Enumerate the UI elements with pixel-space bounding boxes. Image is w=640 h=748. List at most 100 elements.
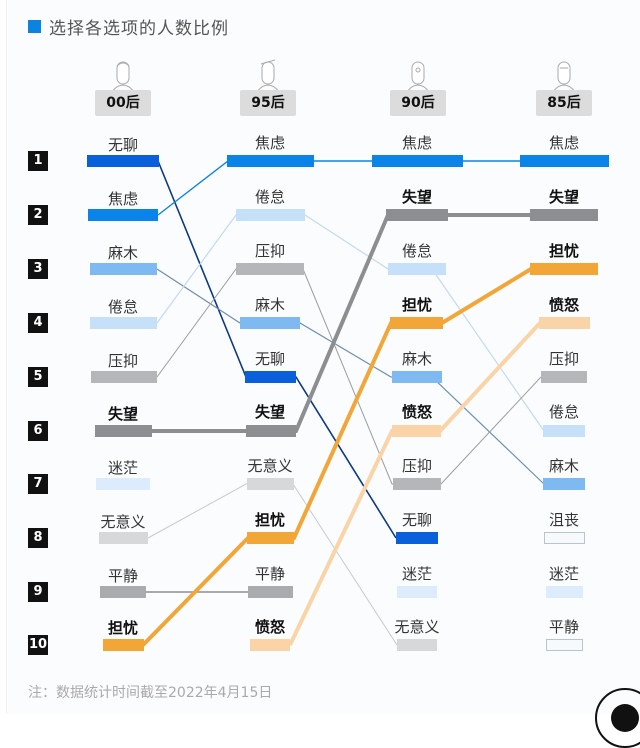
emotion-label: 麻木 [254,296,286,314]
rank-bar [88,209,158,221]
rank-marker: 4 [28,313,48,333]
generation-label: 95后 [240,90,296,116]
generation-header-85: 85后 [536,56,592,116]
rank-bar [541,371,587,383]
emotion-label: 担忧 [107,619,139,637]
rank-bar [95,425,152,437]
rank-bar [530,209,598,221]
generation-label: 90后 [390,90,446,116]
generation-label: 85后 [536,90,592,116]
rank-marker: 9 [28,582,48,602]
emotion-label: 愤怒 [254,618,286,636]
footnote: 注：数据统计时间截至2022年4月15日 [28,685,273,701]
emotion-label: 无聊 [254,350,286,368]
emotion-label: 担忧 [548,242,580,260]
rank-bar [99,532,148,544]
rank-bar [236,209,305,221]
rank-bar [544,532,585,544]
rank-connector-lines [141,160,545,647]
emotion-label: 倦怠 [548,403,580,421]
emotion-label: 麻木 [548,457,580,475]
rank-bar [396,532,438,544]
emotion-label: 担忧 [254,511,286,529]
emotion-label: 压抑 [548,350,580,368]
generation-header-00: 00后 [95,56,151,116]
rank-bar [397,586,437,598]
emotion-label: 担忧 [401,296,433,314]
rank-bar [250,639,290,651]
emotion-label: 压抑 [401,457,433,475]
legend-square-icon [28,20,41,33]
rank-bar [245,371,296,383]
rank-bar [392,371,442,383]
emotion-label: 压抑 [254,242,286,260]
emotion-label: 倦怠 [401,242,433,260]
rank-bar [248,586,293,598]
emotion-label: 迷茫 [401,565,433,583]
rank-bar [227,155,314,167]
emotion-label: 愤怒 [401,403,433,421]
emotion-label: 失望 [401,188,433,206]
generation-header-90: 90后 [390,56,446,116]
emotion-label: 焦虑 [548,134,580,152]
rank-bar [539,317,590,329]
rank-bar [386,209,448,221]
chart-title: 选择各选项的人数比例 [28,14,229,39]
emotion-label: 失望 [548,188,580,206]
emotion-label: 失望 [107,405,139,423]
emotion-label: 迷茫 [107,459,139,477]
emotion-label: 无意义 [100,513,146,531]
emotion-label: 平静 [254,565,286,583]
rank-marker: 6 [28,421,48,441]
emotion-label: 焦虑 [401,134,433,152]
rank-bar [388,263,446,275]
generation-label: 00后 [95,90,151,116]
emotion-label: 平静 [107,567,139,585]
rank-bar [96,478,150,490]
rank-bar [90,263,157,275]
emotion-label: 无意义 [394,618,440,636]
emotion-label: 沮丧 [548,511,580,529]
rank-bar [372,155,463,167]
rank-bar [100,586,146,598]
rank-marker: 5 [28,367,48,387]
rank-marker: 3 [28,259,48,279]
rank-bar [103,639,144,651]
rank-bar [397,639,437,651]
rank-bar [87,155,159,167]
rank-bar [530,263,598,275]
emotion-label: 无意义 [247,457,293,475]
person-avatar-icon [550,61,578,101]
emotion-label: 倦怠 [107,298,139,316]
emotion-label: 焦虑 [254,134,286,152]
rank-bar [247,532,294,544]
emotion-label: 平静 [548,618,580,636]
rank-bar [246,425,296,437]
emotion-label: 愤怒 [548,296,580,314]
rank-bar [390,317,443,329]
rank-marker: 8 [28,528,48,548]
emotion-label: 焦虑 [107,190,139,208]
generation-header-95: 95后 [240,56,296,116]
rank-marker: 1 [28,151,48,171]
rank-bar [90,317,157,329]
rank-bar [543,425,585,437]
emotion-label: 无聊 [401,511,433,529]
rank-bar [546,586,583,598]
emotion-label: 迷茫 [548,565,580,583]
emotion-label: 倦怠 [254,188,286,206]
rank-bar [247,478,294,490]
rank-bar [236,263,304,275]
emotion-label: 麻木 [107,244,139,262]
rank-marker: 7 [28,474,48,494]
emotion-label: 失望 [254,403,286,421]
corner-logo-icon [595,688,640,748]
rank-bar [546,639,583,651]
emotion-label: 压抑 [107,352,139,370]
rank-bar [393,478,441,490]
rank-bar [520,155,609,167]
rank-bar [543,478,585,490]
rank-bar [91,371,157,383]
rank-marker: 10 [28,635,48,655]
rank-bar [240,317,300,329]
